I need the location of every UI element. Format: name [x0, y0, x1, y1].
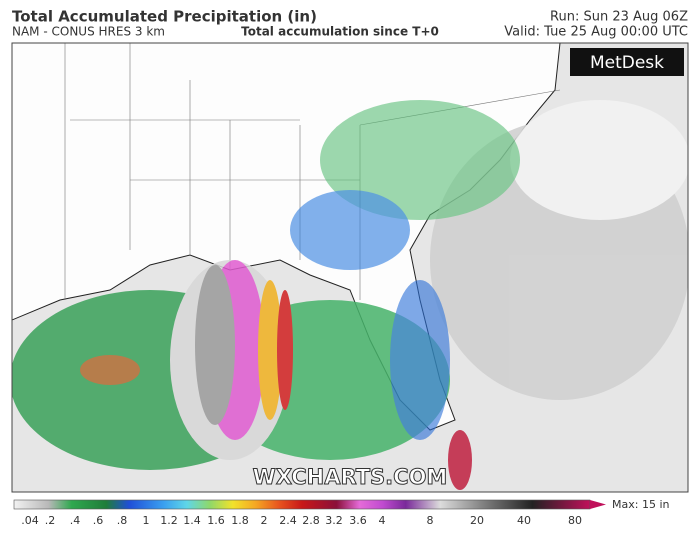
run-time: Run: Sun 23 Aug 06Z: [550, 10, 688, 25]
colorbar-label: 3.2: [325, 514, 343, 527]
colorbar-label: 1.8: [231, 514, 249, 527]
colorbar-arrow: [590, 500, 606, 509]
colorbar-label: 4: [379, 514, 386, 527]
colorbar-label: 2.4: [279, 514, 297, 527]
logo: MetDesk: [590, 53, 664, 73]
colorbar: [13, 499, 591, 510]
valid-time: Valid: Tue 25 Aug 00:00 UTC: [504, 25, 688, 40]
colorbar-labels: .04 .2 .4 .6 .8 1 1.2 1.4 1.6 1.8 2 2.4 2.8 3.2 3.6 4 8 2…: [21, 514, 582, 527]
map-frame: [11, 42, 689, 493]
colorbar-label: 80: [568, 514, 582, 527]
watermark: WXCHARTS.COM: [253, 465, 448, 489]
colorbar-label: .8: [117, 514, 128, 527]
colorbar-label: 1.6: [207, 514, 225, 527]
precipitation: [12, 100, 688, 490]
subtitle: NAM - CONUS HRES 3 km: [12, 25, 165, 39]
colorbar-label: 2.8: [302, 514, 320, 527]
colorbar-label: .4: [70, 514, 81, 527]
colorbar-label: 8: [427, 514, 434, 527]
center-label: Total accumulation since T+0: [241, 25, 439, 39]
colorbar-label: 1.4: [183, 514, 201, 527]
colorbar-label: .6: [93, 514, 104, 527]
map: [12, 43, 688, 492]
colorbar-label: 3.6: [349, 514, 367, 527]
colorbar-label: 1.2: [160, 514, 178, 527]
colorbar-label: 1: [143, 514, 150, 527]
colorbar-label: .2: [45, 514, 56, 527]
colorbar-max: Max: 15 in: [612, 498, 669, 511]
colorbar-label: 40: [517, 514, 531, 527]
colorbar-label: 2: [261, 514, 268, 527]
title: Total Accumulated Precipitation (in): [12, 8, 317, 26]
colorbar-label: 20: [470, 514, 484, 527]
colorbar-label: .04: [21, 514, 39, 527]
logo-box: [570, 48, 684, 76]
